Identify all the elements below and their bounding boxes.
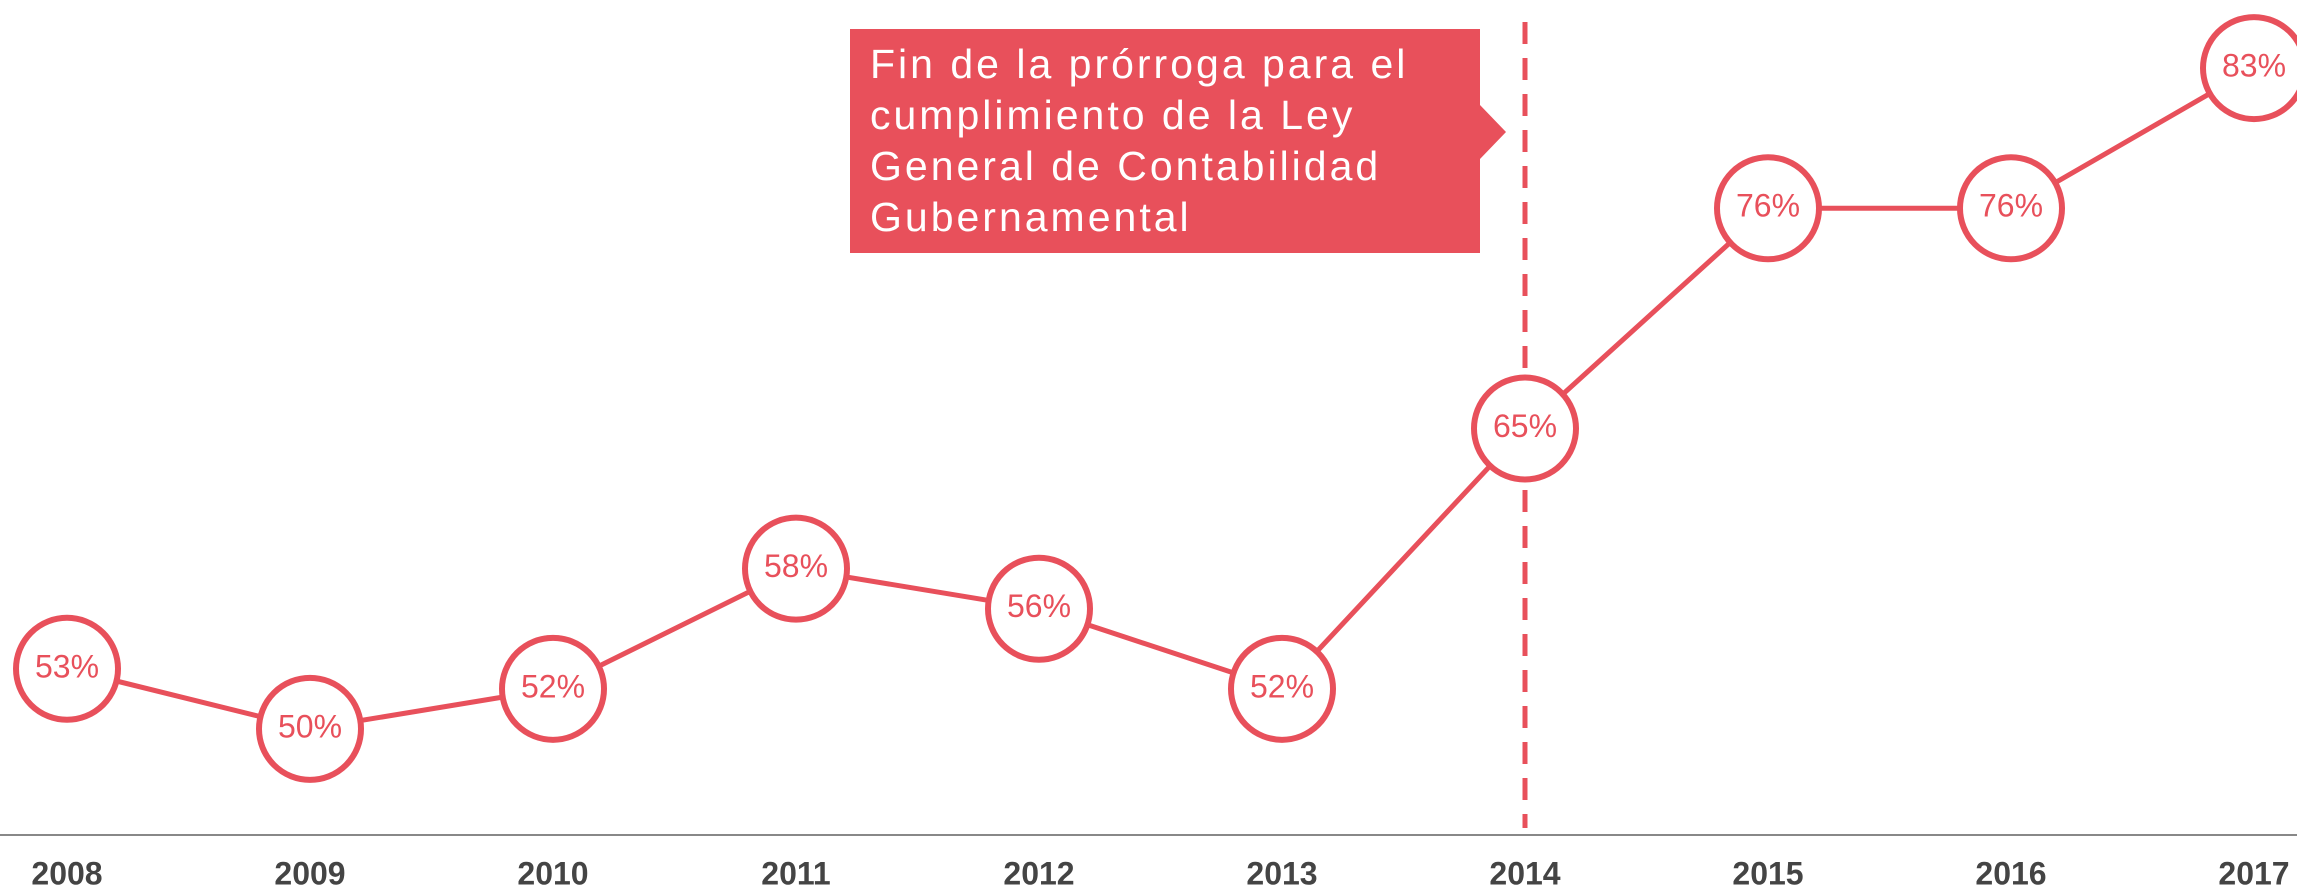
data-label: 65%	[1493, 408, 1557, 444]
x-tick-label: 2008	[31, 855, 102, 889]
x-tick-label: 2009	[274, 855, 345, 889]
data-label: 56%	[1007, 588, 1071, 624]
point	[1957, 154, 2065, 263]
data-label: 58%	[764, 548, 828, 584]
x-tick-label: 2012	[1003, 855, 1074, 889]
data-label: 53%	[35, 648, 99, 684]
line	[66, 65, 2256, 732]
data-label: 76%	[1736, 188, 1800, 224]
data-label: 52%	[1250, 668, 1314, 704]
point	[1714, 154, 1822, 263]
x-tick-label: 2010	[517, 855, 588, 889]
data-label: 83%	[2222, 48, 2286, 84]
point	[1471, 374, 1579, 483]
annotation-text: Fin de la prórroga para el	[870, 41, 1408, 87]
x-tick-label: 2017	[2218, 855, 2289, 889]
point	[1228, 634, 1336, 743]
annotation-text: General de Contabilidad	[870, 143, 1381, 189]
point	[742, 514, 850, 623]
data-label: 76%	[1979, 188, 2043, 224]
annotation-text: Gubernamental	[870, 194, 1192, 240]
point	[2200, 14, 2297, 123]
point	[985, 554, 1093, 663]
x-tick-label: 2014	[1489, 855, 1560, 889]
annotation-text: cumplimiento de la Ley	[870, 92, 1355, 138]
point	[13, 614, 121, 723]
x-tick-label: 2011	[761, 855, 830, 889]
x-tick-label: 2015	[1732, 855, 1803, 889]
annotation-box	[850, 29, 1506, 253]
point	[499, 634, 607, 743]
data-label: 50%	[278, 708, 342, 744]
x-tick-label: 2013	[1246, 855, 1317, 889]
point	[256, 674, 364, 783]
x-tick-label: 2016	[1975, 855, 2046, 889]
data-label: 52%	[521, 668, 585, 704]
